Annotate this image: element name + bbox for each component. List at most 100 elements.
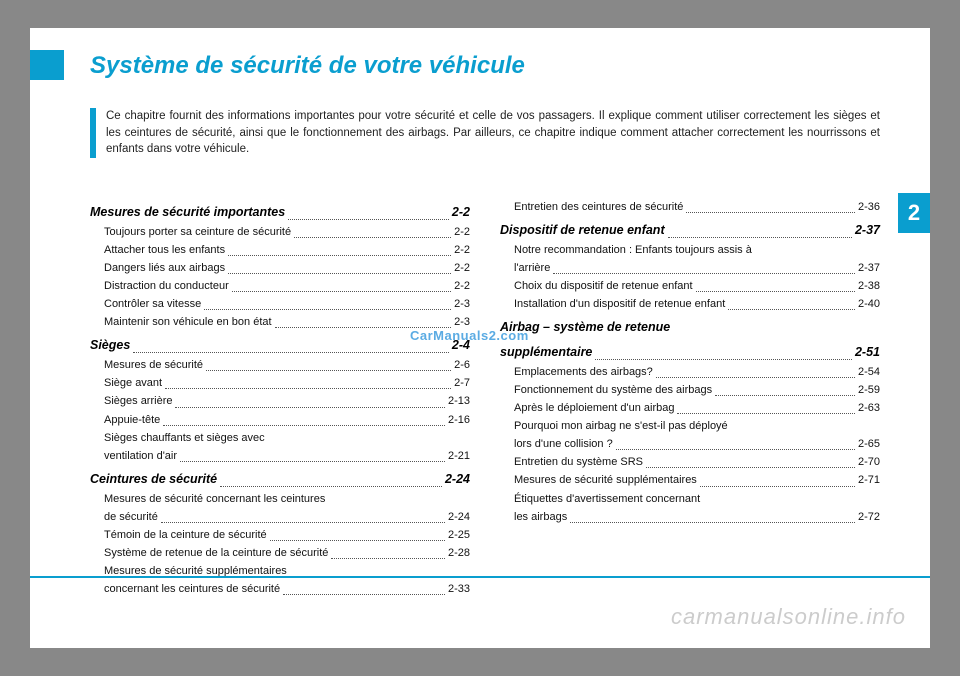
toc-sub-entry: Entretien des ceintures de sécurité 2-36 [500, 198, 880, 216]
toc-label: Sièges [90, 335, 130, 356]
toc-dots [288, 202, 449, 220]
toc-sub-entry: de sécurité 2-24 [90, 508, 470, 526]
toc-sub-entry: concernant les ceintures de sécurité2-33 [90, 580, 470, 598]
toc-sub-entry: Attacher tous les enfants2-2 [90, 241, 470, 259]
toc-label: Système de retenue de la ceinture de séc… [104, 544, 328, 562]
toc-page: 2-16 [448, 411, 470, 429]
toc-sub-entry: l'arrière2-37 [500, 259, 880, 277]
toc-dots [228, 259, 451, 274]
toc-label: Après le déploiement d'un airbag [514, 399, 674, 417]
toc-section-head: Airbag – système de retenue [500, 317, 880, 338]
toc-sub-entry: Système de retenue de la ceinture de séc… [90, 544, 470, 562]
toc-page: 2-24 [445, 469, 470, 490]
toc-sub-entry: Appuie-tête2-16 [90, 411, 470, 429]
toc-label: Choix du dispositif de retenue enfant [514, 277, 693, 295]
toc-sub-entry: Mesures de sécurité concernant les ceint… [90, 490, 470, 508]
toc-dots [700, 471, 855, 486]
toc-label: l'arrière [514, 259, 550, 277]
toc-sub-entry: lors d'une collision ? 2-65 [500, 435, 880, 453]
toc-sub-entry: Fonctionnement du système des airbags2-5… [500, 381, 880, 399]
toc-sub-entry: Dangers liés aux airbags 2-2 [90, 259, 470, 277]
toc-page: 2-70 [858, 453, 880, 471]
toc-label: lors d'une collision ? [514, 435, 613, 453]
toc-label: Siège avant [104, 374, 162, 392]
toc-label: Emplacements des airbags? [514, 363, 653, 381]
toc-label: Entretien des ceintures de sécurité [514, 198, 683, 216]
toc-sub-entry: Sièges chauffants et sièges avec [90, 429, 470, 447]
toc-sub-entry: Toujours porter sa ceinture de sécurité 2… [90, 223, 470, 241]
toc-page: 2-3 [454, 295, 470, 313]
toc-label: Mesures de sécurité concernant les ceint… [104, 490, 325, 508]
toc-sub-entry: Pourquoi mon airbag ne s'est-il pas dépl… [500, 417, 880, 435]
toc-page: 2-65 [858, 435, 880, 453]
toc-page: 2-71 [858, 471, 880, 489]
toc-page: 2-2 [454, 241, 470, 259]
toc-dots [180, 447, 445, 462]
toc-dots [163, 411, 445, 426]
toc-page: 2-72 [858, 508, 880, 526]
toc-section-head: supplémentaire2-51 [500, 342, 880, 363]
toc-sub-entry: Après le déploiement d'un airbag2-63 [500, 399, 880, 417]
toc-sub-entry: Sièges arrière2-13 [90, 392, 470, 410]
toc-page: 2-7 [454, 374, 470, 392]
toc-dots [728, 295, 855, 310]
toc-sub-entry: ventilation d'air2-21 [90, 447, 470, 465]
toc-sub-entry: Emplacements des airbags? 2-54 [500, 363, 880, 381]
page-title: Système de sécurité de votre véhicule [90, 52, 525, 80]
toc-section-head: Ceintures de sécurité2-24 [90, 469, 470, 490]
toc-dots [165, 374, 451, 389]
toc-dots [616, 435, 855, 450]
toc-page: 2-37 [855, 220, 880, 241]
intro-block: Ce chapitre fournit des informations imp… [90, 108, 880, 158]
toc-section-head: Dispositif de retenue enfant 2-37 [500, 220, 880, 241]
toc-page: 2-2 [454, 223, 470, 241]
intro-accent-bar [90, 108, 96, 158]
toc-page: 2-54 [858, 363, 880, 381]
toc-label: ventilation d'air [104, 447, 177, 465]
watermark-center: CarManuals2.com [410, 328, 529, 343]
toc-sub-entry: les airbags 2-72 [500, 508, 880, 526]
toc-left-column: Mesures de sécurité importantes2-2Toujou… [90, 198, 470, 558]
toc-label: Maintenir son véhicule en bon état [104, 313, 272, 331]
toc-dots [283, 580, 445, 595]
toc-dots [656, 363, 855, 378]
toc-sub-entry: Mesures de sécurité supplémentaires 2-71 [500, 471, 880, 489]
manual-page: Système de sécurité de votre véhicule Ce… [30, 28, 930, 648]
toc-label: Dangers liés aux airbags [104, 259, 225, 277]
toc-dots [204, 295, 451, 310]
toc-dots [270, 526, 445, 541]
toc-sub-entry: Notre recommandation : Enfants toujours … [500, 241, 880, 259]
toc-label: Mesures de sécurité [104, 356, 203, 374]
toc-sub-entry: Distraction du conducteur2-2 [90, 277, 470, 295]
toc-dots [133, 335, 449, 353]
toc-label: les airbags [514, 508, 567, 526]
toc-page: 2-36 [858, 198, 880, 216]
toc-dots [206, 356, 451, 371]
toc-label: Mesures de sécurité supplémentaires [514, 471, 697, 489]
toc-columns: Mesures de sécurité importantes2-2Toujou… [90, 198, 880, 558]
toc-page: 2-28 [448, 544, 470, 562]
toc-label: concernant les ceintures de sécurité [104, 580, 280, 598]
toc-dots [686, 198, 855, 213]
toc-sub-entry: Choix du dispositif de retenue enfant 2-3… [500, 277, 880, 295]
toc-label: Sièges arrière [104, 392, 172, 410]
toc-label: Dispositif de retenue enfant [500, 220, 665, 241]
toc-label: Entretien du système SRS [514, 453, 643, 471]
toc-label: Notre recommandation : Enfants toujours … [514, 241, 752, 259]
toc-page: 2-2 [454, 259, 470, 277]
toc-dots [668, 220, 852, 238]
toc-label: supplémentaire [500, 342, 592, 363]
toc-label: Installation d'un dispositif de retenue … [514, 295, 725, 313]
toc-page: 2-40 [858, 295, 880, 313]
bottom-rule [30, 576, 930, 578]
toc-label: Distraction du conducteur [104, 277, 229, 295]
toc-label: Toujours porter sa ceinture de sécurité [104, 223, 291, 241]
toc-right-column: Entretien des ceintures de sécurité 2-36 D… [500, 198, 880, 558]
toc-label: de sécurité [104, 508, 158, 526]
toc-page: 2-24 [448, 508, 470, 526]
chapter-tab: 2 [898, 193, 930, 233]
toc-dots [232, 277, 451, 292]
toc-dots [294, 223, 451, 238]
toc-page: 2-38 [858, 277, 880, 295]
toc-dots [275, 313, 452, 328]
